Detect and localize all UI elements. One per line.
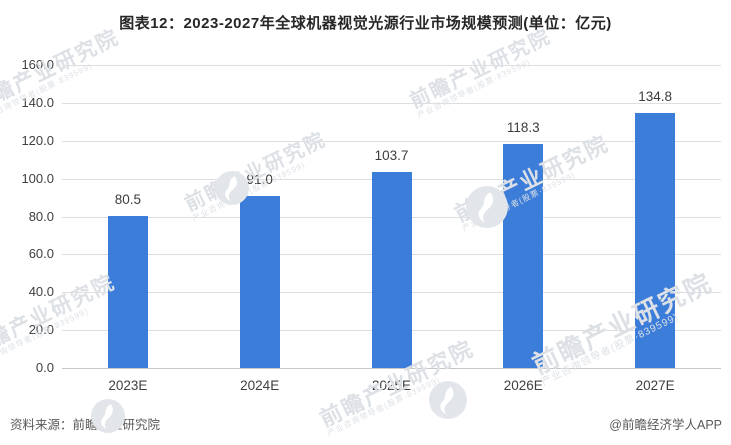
credit-note: @前瞻经济学人APP [609, 418, 722, 432]
y-tick-label-20.0: 20.0 [28, 322, 54, 338]
y-tick-label-0.0: 0.0 [35, 360, 54, 375]
bar-2027E [635, 112, 676, 368]
bar-value-label-2027E: 134.8 [638, 88, 672, 104]
bar-value-label-2024E: 91.0 [246, 171, 273, 187]
bar-2026E [503, 143, 544, 368]
x-tick-label-2025E: 2025E [371, 378, 412, 393]
y-axis-labels: 0.0 20.0 40.0 60.0 80.0 100.0 120.0 140.0 160.0 [0, 57, 54, 375]
bar-2024E [239, 195, 280, 368]
source-note: 资料来源：前瞻产业研究院 [10, 418, 161, 432]
gridline-140.0 [62, 102, 721, 104]
gridline-160.0 [62, 65, 721, 66]
y-tick-label-100.0: 100.0 [21, 170, 54, 186]
bar-2025E [371, 171, 412, 368]
chart-title: 图表12：2023-2027年全球机器视觉光源行业市场规模预测(单位：亿元) [119, 15, 612, 32]
y-tick-label-160.0: 160.0 [21, 57, 54, 72]
y-tick-label-40.0: 40.0 [28, 284, 54, 300]
plot-area: 80.5 2023E 91.0 2024E 103.7 2025E 118.3 2026E 13… [62, 65, 721, 393]
bar-value-label-2023E: 80.5 [114, 191, 142, 207]
x-tick-label-2026E: 2026E [503, 378, 543, 393]
bar-value-label-2026E: 118.3 [506, 119, 540, 135]
bar-value-label-2025E: 103.7 [374, 147, 409, 163]
x-tick-label-2024E: 2024E [240, 378, 280, 393]
y-tick-label-140.0: 140.0 [21, 94, 54, 110]
y-tick-label-60.0: 60.0 [28, 246, 54, 262]
x-tick-label-2027E: 2027E [635, 378, 675, 393]
bar-2023E [107, 215, 148, 368]
y-tick-label-80.0: 80.0 [28, 208, 54, 224]
x-tick-label-2023E: 2023E [108, 378, 148, 393]
watermark-sub-text: 产业咨询领导者(股票·839599) [325, 374, 442, 438]
y-tick-label-120.0: 120.0 [21, 132, 54, 148]
gridline-120.0 [62, 140, 721, 142]
